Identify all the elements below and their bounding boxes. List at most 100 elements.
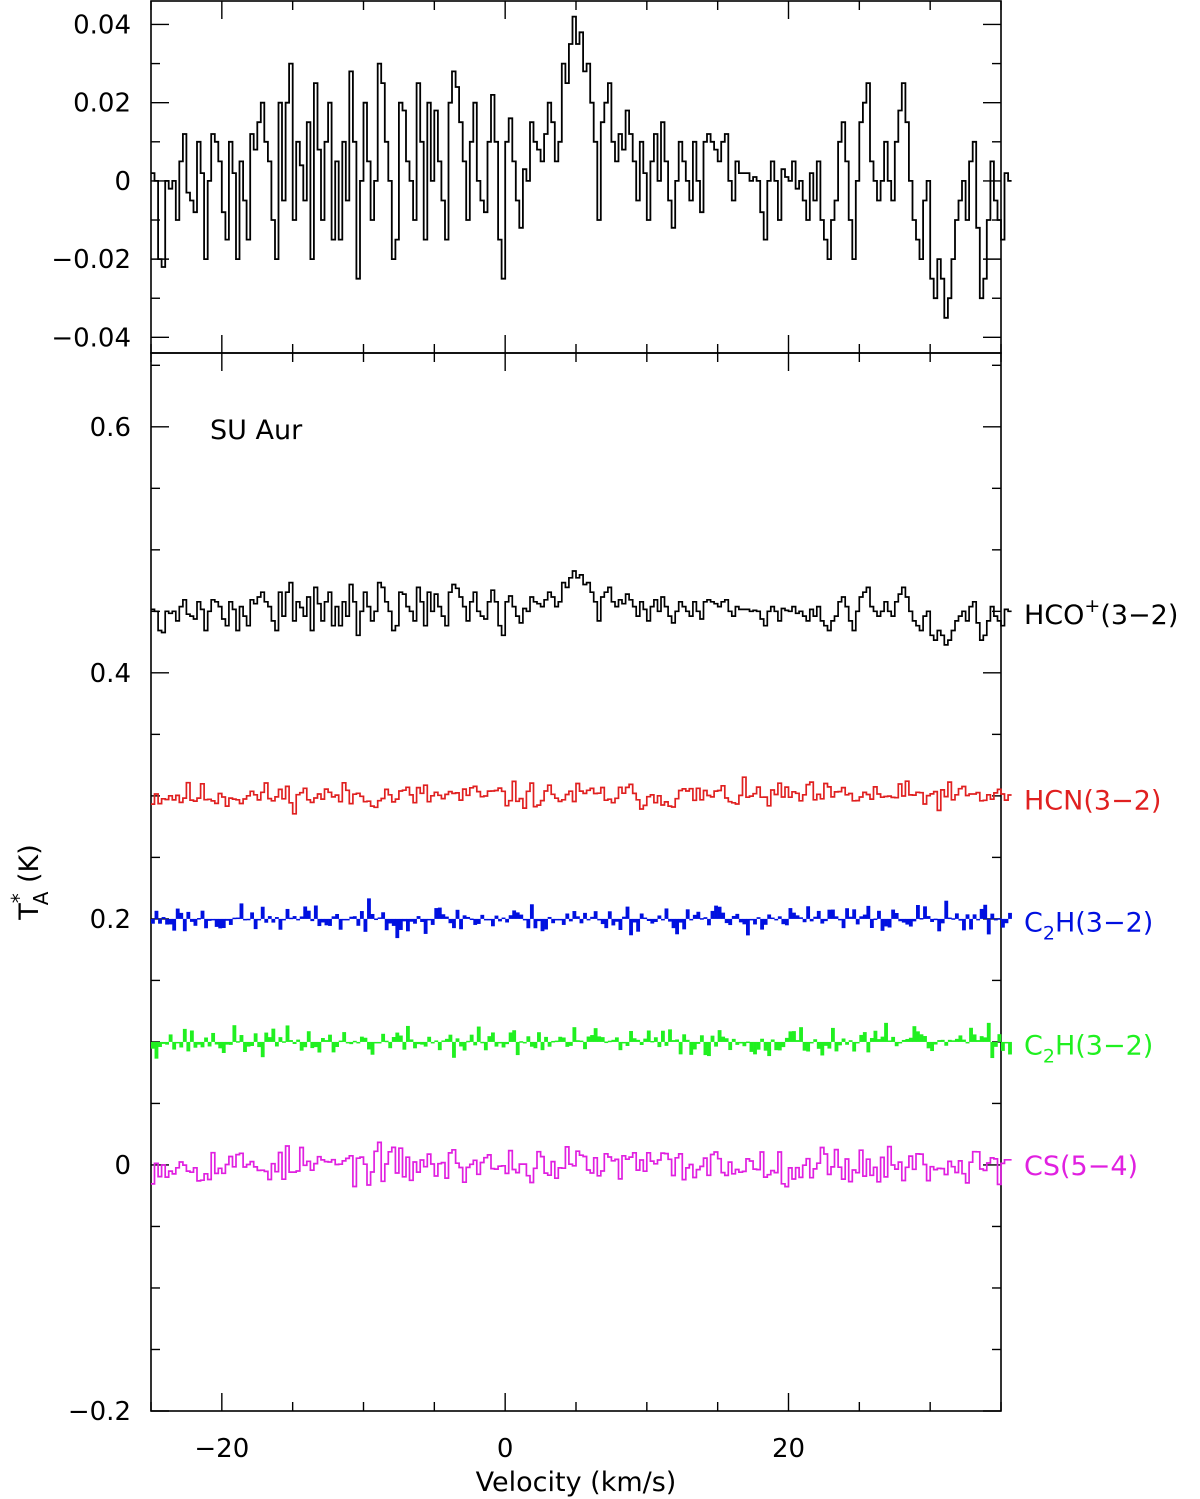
spectrum-bar (869, 918, 874, 929)
spectrum-bar (338, 918, 343, 930)
spectrum-bar (359, 1036, 364, 1042)
spectrum-bar (784, 918, 789, 926)
spectrum-bar (568, 918, 573, 922)
spectrum-bar (505, 918, 510, 923)
spectrum-bar (763, 918, 768, 925)
spectrum-bar (335, 1041, 340, 1047)
spectrum-bar (767, 1041, 772, 1057)
chart-labels: 0.04 0.02 0 −0.02 −0.04 0.6 0.4 0.2 0 −0.2 −20 0 20 V… (7, 10, 1178, 1498)
spectrum-bar (434, 908, 439, 919)
spectrum-bar (579, 918, 584, 924)
spectrum-bar (377, 917, 382, 919)
spectrum-bar (462, 1041, 467, 1051)
spectrum-bar (487, 918, 492, 921)
spectrum-bar (632, 1038, 637, 1042)
spectrum-bar (232, 917, 237, 920)
spectrum-bar (285, 908, 290, 919)
spectrum-bar (951, 1040, 956, 1042)
spectrum-bar (611, 1039, 616, 1042)
spectrum-bar (696, 1041, 701, 1044)
spectrum-bar (498, 918, 502, 922)
spectrum-bar (243, 1041, 247, 1053)
spectrum-bar (515, 1041, 520, 1056)
spectrum-bar (186, 911, 191, 919)
spectrum-bar (154, 1041, 159, 1059)
spectrum-bar (689, 1041, 694, 1055)
spectrum-bar (926, 1041, 931, 1049)
y-tick-label: −0.02 (51, 245, 131, 275)
spectrum-bar (349, 916, 354, 919)
spectrum-bar (668, 918, 672, 922)
spectrum-bar (724, 918, 729, 924)
spectrum-bar (763, 1041, 768, 1051)
spectrum-bar (161, 1041, 166, 1044)
spectrum-bar (313, 1041, 318, 1048)
spectrum-bar (494, 915, 499, 919)
x-tick-label: 0 (497, 1434, 514, 1464)
spectrum-bar (965, 914, 970, 919)
spectrum-bar (381, 912, 386, 919)
spectrum-bar (629, 918, 633, 936)
spectrum-bar (522, 1041, 527, 1044)
spectrum-bar (282, 918, 286, 921)
spectrum-bar (434, 1040, 439, 1042)
spectrum-bar (671, 1040, 676, 1042)
spectrum-bar (568, 1041, 573, 1046)
spectrum-bar (862, 1032, 867, 1042)
spectrum-bar (225, 1041, 230, 1045)
spectrum-bar (236, 1041, 240, 1043)
spectrum-bar (710, 910, 715, 919)
spectrum-bar (452, 918, 456, 929)
spectrum-bar (852, 909, 857, 919)
spectrum-bar (958, 918, 963, 921)
spectrum-bar (965, 1041, 970, 1044)
spectrum-bar (993, 918, 998, 921)
spectrum-bar (211, 1032, 216, 1042)
spectrum-bar (207, 918, 212, 921)
spectrum-bar (653, 918, 658, 922)
spectrum-bar (299, 1041, 304, 1051)
spectrum-bar (802, 918, 807, 923)
spectrum-bar (919, 1034, 924, 1042)
source-annotation: SU Aur (210, 415, 303, 446)
spectrum-bar (547, 916, 552, 919)
spectrum-bar (228, 918, 233, 925)
spectrum-bar (274, 917, 279, 919)
spectrum-bar (374, 918, 378, 921)
spectrum-bar (271, 1028, 276, 1042)
spectrum-bar (859, 1034, 864, 1042)
spectrum-bar (466, 916, 471, 919)
spectrum-bar (600, 1037, 605, 1042)
spectrum-bar (898, 1041, 903, 1044)
spectrum-bar (738, 918, 743, 923)
bottom-panel-frame (150, 352, 1002, 1412)
spectrum-bar (792, 912, 796, 919)
y-tick-label: −0.04 (51, 323, 131, 353)
spectrum-bar (813, 916, 818, 919)
spectrum-bar (572, 1027, 577, 1042)
spectrum-bar (625, 906, 630, 919)
spectrum-bar (901, 1039, 906, 1042)
spectrum-bar (1008, 912, 1012, 919)
spectrum-bar (529, 904, 534, 919)
spectrum-bar (483, 1041, 488, 1051)
spectrum-bar (441, 914, 446, 919)
spectrum-bar (816, 1041, 821, 1049)
spectrum-bar (186, 1041, 191, 1052)
spectrum-bar (356, 1041, 361, 1044)
spectrum-bar (402, 1041, 407, 1050)
spectrum-bar (770, 917, 775, 920)
spectrum-bar (969, 918, 973, 930)
spectrum-bar (204, 1037, 208, 1042)
spectrum-bar (427, 918, 432, 921)
spectrum-bar (646, 918, 651, 921)
spectrum-bar (214, 918, 219, 927)
spectrum-bar (629, 1030, 633, 1042)
spectrum-bar (604, 1041, 609, 1044)
spectrum-bar (512, 1030, 517, 1042)
spectrum-bar (632, 918, 637, 923)
spectrum-bar (770, 1039, 775, 1042)
y-tick-label: 0.2 (90, 905, 131, 935)
bottom-panel-series (151, 570, 1012, 1188)
